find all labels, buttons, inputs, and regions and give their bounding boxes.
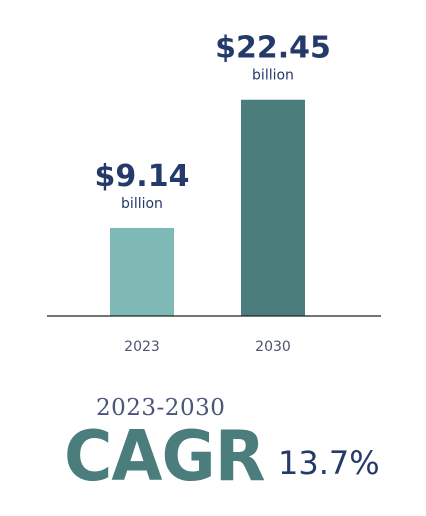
unit-label-2023: billion	[121, 196, 163, 212]
cagr-value: 13.7%	[278, 444, 380, 482]
data-label-2030: $22.45	[215, 31, 331, 66]
cagr-period: 2023-2030	[96, 395, 226, 421]
labels-group: $9.14 billion 2023 $22.45 billion 2030	[95, 31, 331, 355]
data-label-2023: $9.14	[95, 159, 190, 194]
bar-2023	[110, 227, 174, 316]
tick-label-2023: 2023	[124, 339, 160, 355]
cagr-label: CAGR	[64, 415, 266, 497]
tick-label-2030: 2030	[255, 339, 291, 355]
bar-chart: $9.14 billion 2023 $22.45 billion 2030	[47, 31, 381, 355]
bars-group	[110, 99, 305, 316]
unit-label-2030: billion	[252, 68, 294, 84]
bar-2030	[241, 99, 305, 316]
